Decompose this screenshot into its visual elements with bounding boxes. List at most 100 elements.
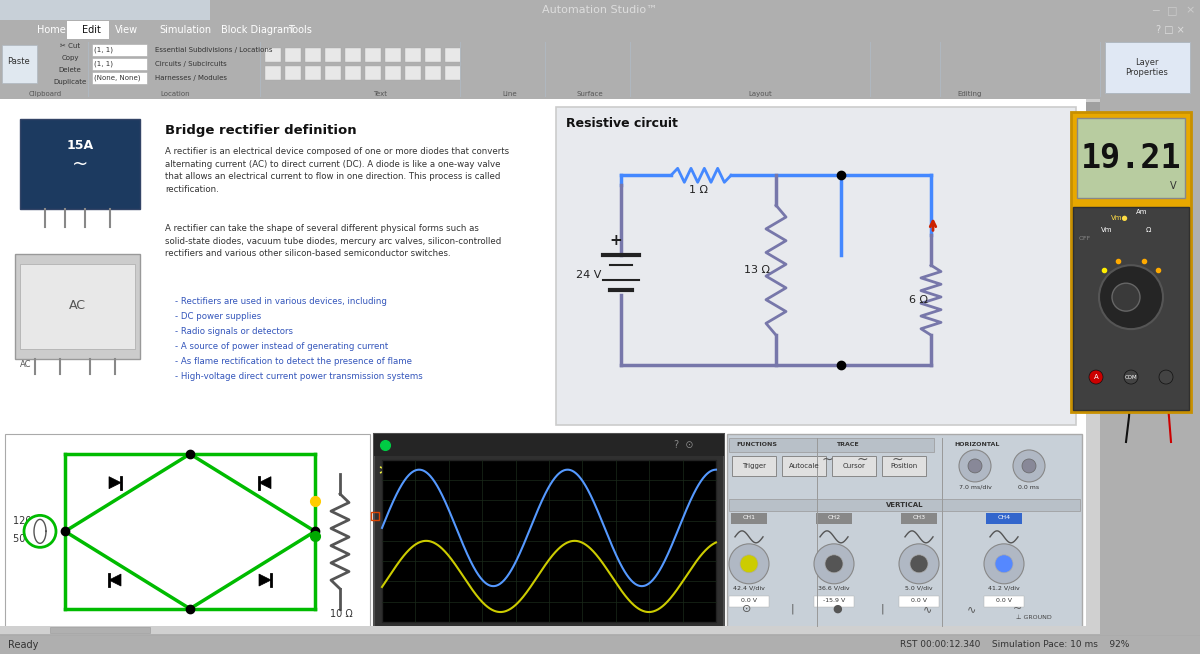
Circle shape xyxy=(899,544,940,584)
Polygon shape xyxy=(109,574,121,586)
Text: Position: Position xyxy=(890,463,918,469)
Polygon shape xyxy=(109,477,121,489)
Text: Vm●: Vm● xyxy=(1111,215,1129,221)
Bar xyxy=(727,434,1082,630)
Text: FUNCTIONS: FUNCTIONS xyxy=(737,443,778,447)
Text: Automation Studio™: Automation Studio™ xyxy=(542,5,658,15)
Text: Copy: Copy xyxy=(61,55,79,61)
Text: CH1: CH1 xyxy=(743,515,756,521)
Bar xyxy=(0,0,210,20)
Bar xyxy=(445,65,461,80)
Text: 6 Ω: 6 Ω xyxy=(910,295,928,305)
Bar xyxy=(325,48,341,61)
Bar xyxy=(382,460,716,622)
Text: View: View xyxy=(114,25,138,35)
Text: A rectifier can take the shape of several different physical forms such as
solid: A rectifier can take the shape of severa… xyxy=(166,224,502,258)
Text: Resistive circuit: Resistive circuit xyxy=(566,117,678,130)
Text: 42.4 V/div: 42.4 V/div xyxy=(733,586,764,591)
Text: ⊙: ⊙ xyxy=(743,604,751,613)
Bar xyxy=(92,44,148,56)
Bar xyxy=(986,513,1022,524)
Text: Simulation: Simulation xyxy=(158,25,211,35)
Text: Tools: Tools xyxy=(288,25,312,35)
Text: Line: Line xyxy=(503,92,517,97)
Text: Essential Subdivisions / Locations: Essential Subdivisions / Locations xyxy=(155,47,272,53)
Circle shape xyxy=(826,555,842,573)
Text: VERTICAL: VERTICAL xyxy=(886,502,923,508)
Text: Block Diagram: Block Diagram xyxy=(221,25,293,35)
Text: Vm: Vm xyxy=(1102,227,1112,233)
Text: 13 Ω: 13 Ω xyxy=(744,265,770,275)
Bar xyxy=(899,596,940,607)
Bar xyxy=(374,434,724,630)
Text: ●: ● xyxy=(832,604,842,613)
Bar xyxy=(14,254,140,359)
Text: ∿: ∿ xyxy=(923,604,931,613)
Text: Delete: Delete xyxy=(59,67,82,73)
Bar xyxy=(325,65,341,80)
Text: HORIZONTAL: HORIZONTAL xyxy=(954,443,1000,447)
Bar xyxy=(732,456,776,476)
Bar xyxy=(730,438,934,452)
Bar xyxy=(730,499,1080,511)
Text: - DC power supplies: - DC power supplies xyxy=(175,312,262,321)
Text: Harnesses / Modules: Harnesses / Modules xyxy=(155,75,227,80)
Circle shape xyxy=(959,450,991,482)
Bar xyxy=(731,513,767,524)
Circle shape xyxy=(740,555,758,573)
Text: |: | xyxy=(790,604,794,614)
Text: Duplicate: Duplicate xyxy=(53,78,86,84)
Text: ×: × xyxy=(1186,5,1195,15)
Text: 7.0 ms/div: 7.0 ms/div xyxy=(959,485,991,490)
Bar xyxy=(1072,112,1190,412)
Circle shape xyxy=(1013,450,1045,482)
Text: Text: Text xyxy=(373,92,386,97)
Text: ~: ~ xyxy=(821,453,833,467)
Text: V: V xyxy=(1170,181,1177,191)
Text: 10 Ω: 10 Ω xyxy=(330,609,353,619)
Bar xyxy=(265,48,281,61)
Bar xyxy=(1086,99,1100,634)
Bar xyxy=(445,48,461,61)
Circle shape xyxy=(1112,283,1140,311)
Text: A rectifier is an electrical device composed of one or more diodes that converts: A rectifier is an electrical device comp… xyxy=(166,147,509,194)
Bar xyxy=(984,596,1024,607)
Text: (1, 1): (1, 1) xyxy=(94,60,113,67)
Text: Trigger: Trigger xyxy=(742,463,766,469)
Text: Editing: Editing xyxy=(958,92,982,97)
Circle shape xyxy=(995,555,1013,573)
Bar xyxy=(305,48,322,61)
Bar xyxy=(286,48,301,61)
Circle shape xyxy=(1090,370,1103,384)
Bar xyxy=(1105,42,1190,94)
Text: 0.0 V: 0.0 V xyxy=(996,598,1012,603)
Bar xyxy=(20,120,140,209)
Text: CH2: CH2 xyxy=(828,515,840,521)
Bar xyxy=(67,21,109,39)
Bar xyxy=(1086,120,1100,160)
Text: RST 00:00:12.340    Simulation Pace: 10 ms    92%: RST 00:00:12.340 Simulation Pace: 10 ms … xyxy=(900,640,1129,649)
Text: 1 Ω: 1 Ω xyxy=(689,185,708,196)
Text: CH3: CH3 xyxy=(912,515,925,521)
Text: Layout: Layout xyxy=(748,92,772,97)
Text: ─: ─ xyxy=(1152,5,1158,15)
Text: 0.0 V: 0.0 V xyxy=(742,598,757,603)
Bar xyxy=(365,65,382,80)
Text: 15A: 15A xyxy=(66,139,94,152)
Text: - As flame rectification to detect the presence of flame: - As flame rectification to detect the p… xyxy=(175,357,412,366)
Circle shape xyxy=(814,544,854,584)
Bar xyxy=(265,65,281,80)
Text: A: A xyxy=(1093,374,1098,380)
Text: Paste: Paste xyxy=(7,57,30,65)
Bar xyxy=(814,596,854,607)
Bar xyxy=(406,48,421,61)
Text: ~: ~ xyxy=(72,154,88,173)
Bar xyxy=(286,65,301,80)
Text: - High-voltage direct current power transmission systems: - High-voltage direct current power tran… xyxy=(175,372,422,381)
Bar xyxy=(425,65,442,80)
Bar xyxy=(882,456,926,476)
Text: 0.0 V: 0.0 V xyxy=(911,598,928,603)
Bar xyxy=(20,264,134,349)
Text: TRACE: TRACE xyxy=(835,443,858,447)
Text: Home: Home xyxy=(37,25,65,35)
